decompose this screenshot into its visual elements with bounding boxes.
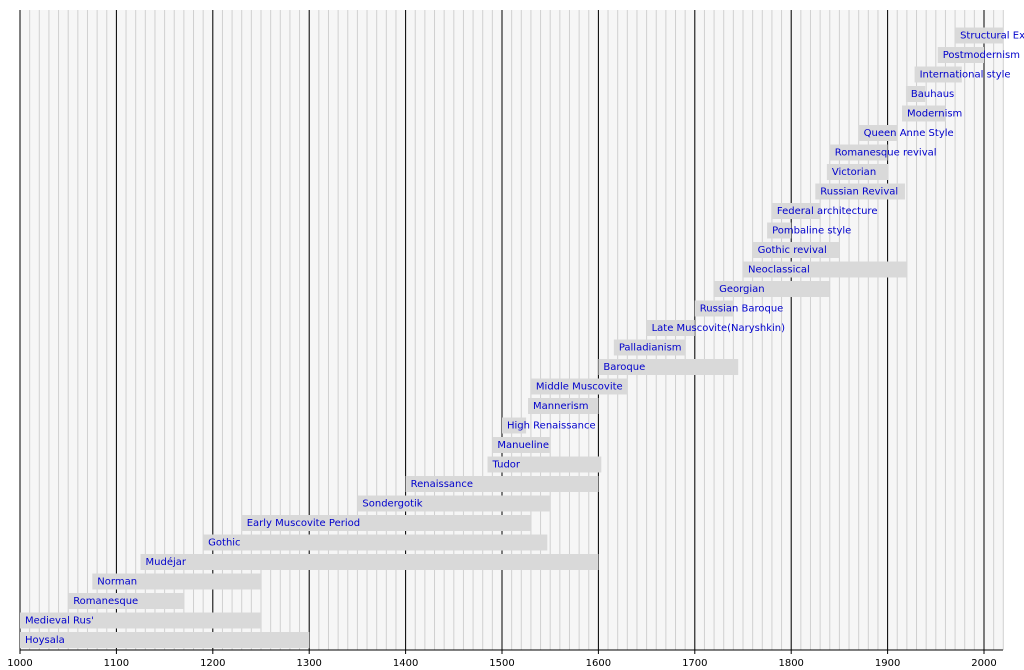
bar bbox=[714, 281, 830, 297]
bar bbox=[92, 573, 261, 590]
bar bbox=[752, 242, 840, 258]
bar-label: Pombaline style bbox=[772, 226, 851, 237]
x-tick-label: 1100 bbox=[104, 658, 129, 669]
x-tick-label: 1600 bbox=[586, 658, 611, 669]
bar bbox=[405, 476, 599, 492]
bar-label: Sondergotik bbox=[362, 499, 422, 510]
bar bbox=[955, 27, 1004, 44]
bar-label: Mudéjar bbox=[146, 556, 187, 568]
bar bbox=[826, 164, 889, 180]
x-tick-label: 1700 bbox=[682, 658, 707, 669]
bar bbox=[646, 320, 695, 336]
bar-label: Tudor bbox=[492, 460, 521, 471]
bar-label: Romanesque revival bbox=[835, 148, 937, 159]
bar-label: Late Muscovite(Naryshkin) bbox=[652, 323, 786, 334]
bar-label: Victorian bbox=[832, 167, 876, 178]
bar-label: Early Muscovite Period bbox=[247, 518, 360, 529]
x-tick-label: 1500 bbox=[489, 658, 514, 669]
x-tick-label: 1200 bbox=[200, 658, 225, 669]
bar bbox=[905, 86, 926, 102]
x-tick-label: 1800 bbox=[778, 658, 803, 669]
bar-label: International style bbox=[920, 70, 1011, 81]
x-tick-label: 1000 bbox=[7, 658, 32, 669]
bar bbox=[530, 378, 628, 395]
bar bbox=[829, 144, 888, 161]
bar-label: Russian Baroque bbox=[700, 304, 784, 315]
bar bbox=[858, 125, 898, 141]
bar-label: Gothic revival bbox=[758, 245, 827, 256]
bar-label: Renaissance bbox=[411, 479, 473, 490]
x-tick-label: 2000 bbox=[971, 658, 996, 669]
bar bbox=[140, 554, 599, 570]
bar-label: Medieval Rus' bbox=[25, 616, 94, 627]
bar-label: Baroque bbox=[603, 362, 645, 373]
bar-label: Queen Anne Style bbox=[864, 128, 954, 139]
bar bbox=[492, 437, 551, 453]
bar-label: Palladianism bbox=[619, 343, 682, 354]
bar-label: Mannerism bbox=[533, 401, 588, 412]
bar-label: Bauhaus bbox=[911, 89, 954, 100]
x-tick-label: 1900 bbox=[875, 658, 900, 669]
bar bbox=[357, 495, 551, 512]
bar-label: Hoysala bbox=[25, 635, 65, 646]
bar bbox=[20, 612, 261, 629]
bar-label: Norman bbox=[97, 577, 137, 588]
bar bbox=[203, 534, 548, 551]
bar bbox=[771, 203, 821, 219]
bar bbox=[613, 339, 686, 356]
bar-label: Neoclassical bbox=[748, 265, 810, 276]
bar bbox=[20, 632, 310, 648]
x-tick-label: 1400 bbox=[393, 658, 418, 669]
bar bbox=[241, 515, 531, 531]
bar-label: Structural Expressionism bbox=[960, 31, 1024, 42]
bar-label: Georgian bbox=[719, 284, 765, 295]
bar-label: Postmodernism bbox=[943, 50, 1020, 61]
bar bbox=[767, 222, 792, 239]
bar bbox=[487, 456, 602, 473]
bar bbox=[68, 593, 184, 609]
bar-label: Middle Muscovite bbox=[536, 382, 623, 393]
bar-label: Manueline bbox=[497, 440, 549, 451]
bar bbox=[528, 398, 599, 414]
bar bbox=[902, 105, 946, 122]
bar bbox=[815, 183, 905, 200]
x-tick-label: 1300 bbox=[296, 658, 321, 669]
bar bbox=[914, 66, 962, 83]
bar bbox=[598, 359, 739, 375]
bar bbox=[743, 261, 907, 278]
bar-label: Federal architecture bbox=[777, 206, 878, 217]
bar bbox=[502, 417, 527, 434]
bar bbox=[694, 300, 734, 317]
bar bbox=[937, 47, 984, 63]
bar-label: Gothic bbox=[208, 538, 240, 549]
bar-label: Russian Revival bbox=[820, 187, 898, 198]
bar-label: Modernism bbox=[907, 109, 962, 120]
bar-label: High Renaissance bbox=[507, 421, 596, 432]
bar-label: Romanesque bbox=[73, 596, 138, 607]
